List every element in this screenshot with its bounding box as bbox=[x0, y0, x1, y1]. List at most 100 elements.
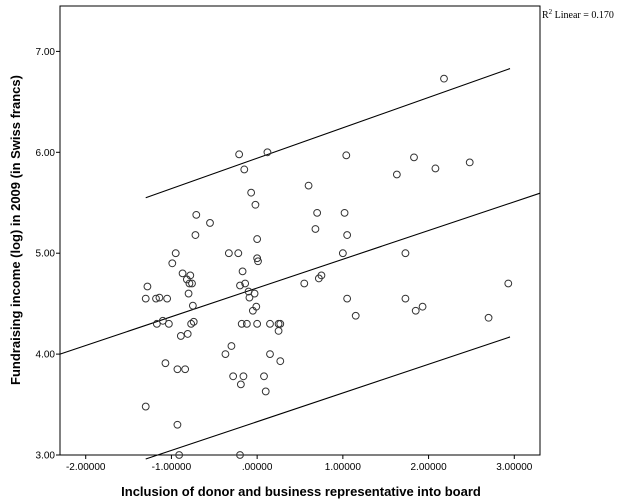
data-point bbox=[253, 319, 262, 328]
data-point bbox=[141, 294, 150, 303]
data-point bbox=[234, 249, 243, 258]
data-point bbox=[242, 319, 251, 328]
data-point bbox=[343, 231, 352, 239]
data-point bbox=[418, 302, 427, 311]
data-point bbox=[192, 210, 201, 219]
data-point bbox=[186, 271, 195, 280]
data-point bbox=[251, 200, 260, 209]
data-point bbox=[173, 365, 182, 374]
data-point bbox=[317, 271, 326, 280]
data-point bbox=[239, 372, 248, 381]
data-point bbox=[185, 279, 194, 288]
data-point bbox=[266, 319, 274, 328]
data-point bbox=[184, 289, 193, 298]
data-point bbox=[250, 289, 259, 298]
data-point bbox=[187, 319, 196, 328]
data-point bbox=[152, 294, 160, 303]
data-point bbox=[253, 235, 262, 243]
data-point bbox=[229, 372, 238, 381]
data-point bbox=[260, 372, 268, 381]
data-point bbox=[263, 148, 272, 157]
x-tick-label: 3.00000 bbox=[496, 462, 533, 473]
y-tick-label: 7.00 bbox=[36, 47, 56, 58]
data-point bbox=[245, 293, 254, 302]
data-point bbox=[183, 330, 192, 338]
data-point bbox=[188, 301, 197, 310]
data-point bbox=[351, 311, 360, 320]
data-point bbox=[300, 279, 309, 288]
upper-interval-line bbox=[145, 68, 511, 199]
x-axis-title: Inclusion of donor and business represen… bbox=[121, 484, 481, 499]
x-tick-label: 1.00000 bbox=[325, 462, 362, 473]
data-point bbox=[152, 319, 161, 328]
data-point bbox=[276, 319, 285, 328]
data-point bbox=[342, 151, 351, 160]
data-point bbox=[161, 359, 170, 368]
data-point bbox=[241, 279, 250, 288]
y-axis-ticks: 3.00 4.00 5.00 6.00 7.00 bbox=[36, 47, 60, 462]
data-point bbox=[158, 316, 167, 325]
y-tick-label: 4.00 bbox=[36, 350, 56, 361]
x-tick-label: .00000 bbox=[242, 462, 273, 473]
data-point bbox=[163, 294, 172, 303]
y-tick-label: 6.00 bbox=[36, 148, 56, 159]
data-point bbox=[143, 282, 152, 291]
x-tick-label: 2.00000 bbox=[410, 462, 447, 473]
data-point bbox=[343, 294, 352, 303]
data-point bbox=[247, 188, 256, 197]
data-point bbox=[221, 350, 230, 359]
data-points bbox=[141, 74, 513, 459]
data-point bbox=[392, 170, 401, 179]
data-point bbox=[431, 164, 440, 173]
data-point bbox=[313, 208, 322, 217]
data-point bbox=[465, 158, 474, 167]
y-axis-title: Fundraising income (log) in 2009 (in Swi… bbox=[8, 75, 23, 385]
r2-prefix: R bbox=[542, 10, 549, 21]
data-point bbox=[171, 249, 180, 258]
data-point bbox=[206, 219, 214, 227]
data-point bbox=[155, 293, 164, 302]
data-point bbox=[261, 387, 270, 396]
y-tick-label: 5.00 bbox=[36, 249, 56, 260]
data-point bbox=[338, 249, 347, 258]
data-point bbox=[236, 451, 244, 459]
data-point bbox=[176, 332, 185, 340]
data-point bbox=[236, 380, 245, 389]
data-point bbox=[181, 365, 190, 374]
data-point bbox=[410, 153, 418, 162]
data-point bbox=[411, 306, 420, 315]
data-point bbox=[175, 451, 184, 459]
data-point bbox=[189, 317, 198, 326]
plot-frame bbox=[59, 5, 541, 456]
data-point bbox=[173, 420, 182, 429]
x-axis-ticks: -2.00000 -1.00000 .00000 1.00000 2.00000 3.00… bbox=[66, 455, 533, 473]
data-point bbox=[168, 259, 177, 268]
x-tick-label: -2.00000 bbox=[66, 462, 106, 473]
data-point bbox=[238, 267, 247, 276]
data-point bbox=[240, 165, 249, 174]
y-tick-label: 3.00 bbox=[36, 451, 56, 462]
data-point bbox=[311, 225, 320, 233]
r2-superscript: 2 bbox=[549, 8, 553, 16]
data-point bbox=[401, 249, 410, 258]
fit-lines bbox=[59, 68, 541, 460]
data-point bbox=[237, 319, 246, 328]
data-point bbox=[227, 342, 236, 350]
data-point bbox=[274, 326, 283, 335]
data-point bbox=[164, 319, 173, 328]
data-point bbox=[224, 249, 233, 258]
data-point bbox=[253, 254, 262, 263]
r2-value: Linear = 0.170 bbox=[552, 10, 614, 21]
data-point bbox=[304, 181, 313, 190]
data-point bbox=[276, 357, 285, 366]
data-point bbox=[252, 302, 261, 311]
data-point bbox=[235, 150, 244, 159]
data-point bbox=[191, 231, 200, 239]
r2-linear-label: R2 Linear = 0.170 bbox=[542, 8, 614, 21]
x-tick-label: -1.00000 bbox=[152, 462, 192, 473]
data-point bbox=[188, 279, 196, 288]
data-point bbox=[504, 279, 513, 288]
data-point bbox=[254, 257, 262, 266]
data-point bbox=[484, 313, 493, 322]
